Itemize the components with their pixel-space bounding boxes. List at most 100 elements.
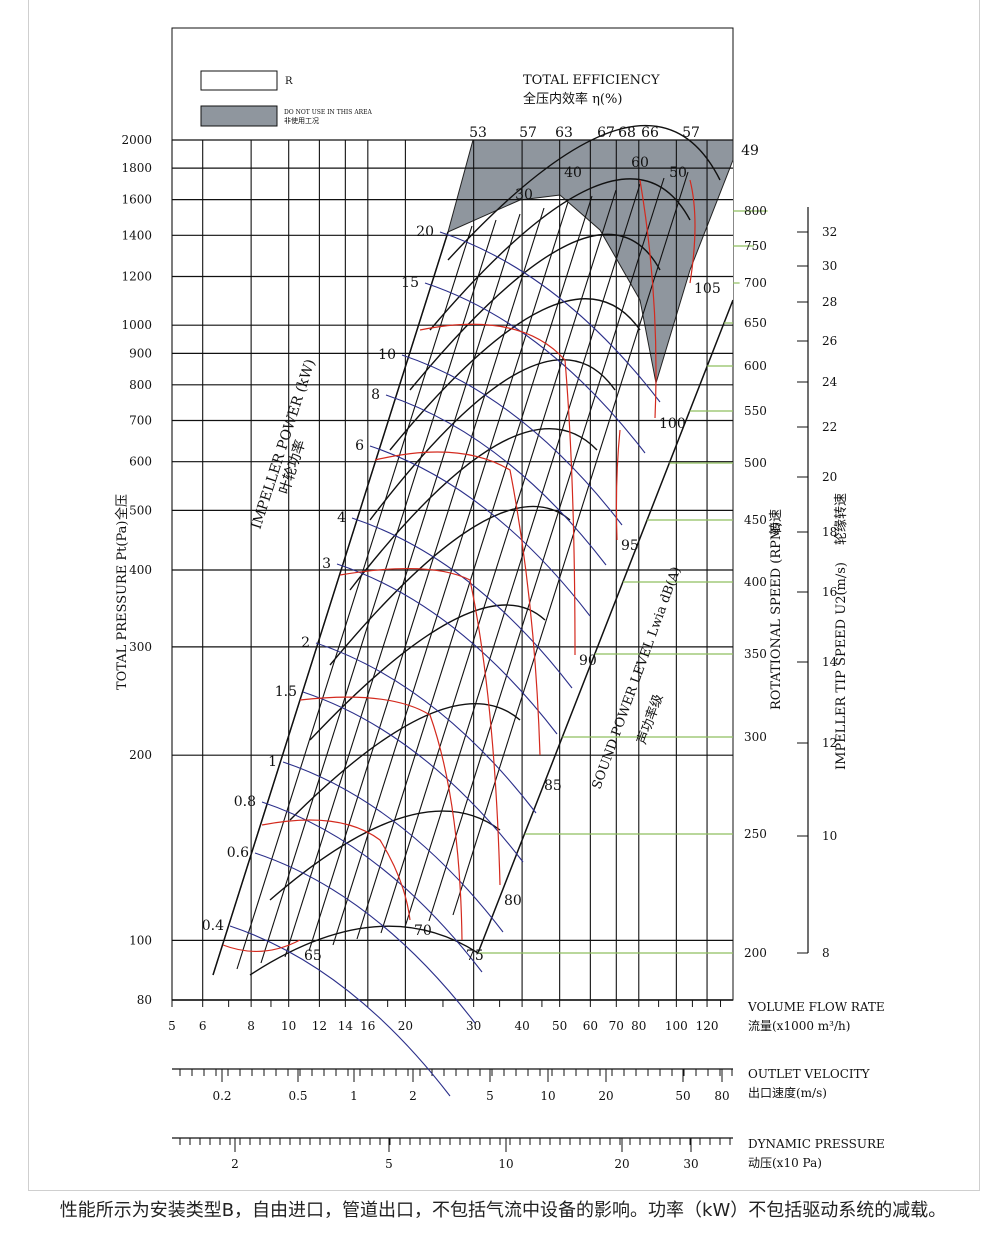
sound-label: 100 [659, 416, 686, 432]
rpm-tick-label: 650 [744, 316, 767, 330]
power-curve [254, 852, 476, 1024]
outlet-velocity-tick-label: 2 [409, 1089, 417, 1103]
speed-curve [447, 124, 721, 261]
power-label: 6 [355, 438, 364, 454]
x-tick-label: 12 [312, 1019, 327, 1033]
power-label: 1.5 [275, 684, 297, 700]
system-line [380, 189, 617, 934]
dynamic-pressure-title-cn: 动压(x10 Pa) [748, 1156, 822, 1170]
power-label: 15 [401, 275, 419, 291]
efficiency-label: 50 [669, 165, 687, 181]
x-tick-label: 40 [514, 1019, 529, 1033]
x-tick-label: 60 [583, 1019, 598, 1033]
tip-speed-tick-label: 14 [822, 655, 838, 669]
power-label: 0.6 [227, 845, 249, 861]
efficiency-label: 49 [741, 143, 759, 159]
power-curve [282, 761, 504, 933]
sound-curve [339, 567, 501, 886]
x-tick-label: 20 [398, 1019, 413, 1033]
legend-r-label: R [285, 76, 293, 87]
tip-speed-tick-label: 24 [822, 375, 838, 389]
y-axis-title: TOTAL PRESSURE Pt(Pa) [115, 521, 130, 690]
dynamic-pressure-tick-label: 20 [614, 1157, 629, 1171]
sound-curve [419, 323, 576, 656]
rpm-tick-label: 400 [744, 575, 767, 589]
outlet-velocity-tick-label: 0.5 [288, 1089, 307, 1103]
speed-curve [429, 178, 691, 331]
y-tick-label: 800 [129, 378, 152, 392]
dynamic-pressure-tick-label: 5 [385, 1157, 393, 1171]
tip-speed-tick-label: 30 [822, 259, 837, 273]
power-label: 1 [268, 754, 277, 770]
tip-speed-tick-label: 28 [822, 295, 837, 309]
speed-curve [289, 702, 521, 821]
sound-label: 95 [621, 538, 639, 554]
power-curve [261, 801, 483, 973]
power-curve [315, 642, 537, 814]
efficiency-label: 57 [519, 125, 537, 141]
y-tick-label: 100 [129, 933, 152, 947]
rpm-tick-label: 600 [744, 359, 767, 373]
dynamic-pressure-tick-label: 2 [231, 1157, 239, 1171]
tip-speed-axis-title-cn: 轮缘转速 [834, 493, 849, 545]
x-tick-label: 30 [466, 1019, 481, 1033]
outlet-velocity-tick-label: 1 [350, 1089, 358, 1103]
sound-label: 85 [544, 778, 562, 794]
sound-curve [374, 451, 541, 756]
y-tick-label: 1400 [121, 228, 152, 242]
system-line [404, 183, 641, 928]
tip-speed-tick-label: 16 [822, 585, 837, 599]
rpm-tick-label: 450 [744, 513, 767, 527]
outlet-velocity-tick-label: 50 [675, 1089, 690, 1103]
speed-curve [409, 233, 661, 391]
power-curve [439, 231, 661, 403]
outlet-velocity-tick-label: 10 [540, 1089, 555, 1103]
sound-label: 65 [304, 948, 322, 964]
rpm-tick-label: 250 [744, 827, 767, 841]
power-label: 8 [371, 387, 380, 403]
power-curve [351, 517, 573, 689]
chart-title: TOTAL EFFICIENCY [523, 73, 660, 88]
tip-speed-tick-label: 22 [822, 420, 837, 434]
x-tick-label: 14 [338, 1019, 354, 1033]
legend-danger-label-cn: 非使用工况 [284, 116, 319, 125]
power-curve [229, 925, 451, 1097]
legend-danger-label: DO NOT USE IN THIS AREA [284, 109, 373, 116]
rpm-tick-label: 550 [744, 404, 767, 418]
efficiency-label: 53 [469, 125, 487, 141]
rpm-tick-label: 350 [744, 647, 767, 661]
power-label: 20 [416, 224, 434, 240]
system-line [452, 171, 689, 916]
x-axis-title: VOLUME FLOW RATE [747, 1000, 885, 1014]
system-line [428, 177, 665, 922]
efficiency-label: 63 [555, 125, 573, 141]
sound-curve [689, 179, 696, 284]
y-tick-label: 1800 [121, 161, 152, 175]
rpm-tick-label: 300 [744, 730, 767, 744]
rpm-tick-label: 800 [744, 204, 767, 218]
x-tick-label: 50 [552, 1019, 567, 1033]
sound-label: 70 [414, 923, 432, 939]
efficiency-label: 40 [564, 165, 582, 181]
rpm-tick-label: 700 [744, 276, 767, 290]
y-tick-label: 600 [129, 455, 152, 469]
power-curve [336, 563, 558, 735]
system-line [236, 225, 473, 970]
power-curve [424, 282, 646, 454]
y-tick-label: 500 [129, 503, 152, 517]
sound-label: 75 [466, 948, 484, 964]
speed-curve [349, 427, 598, 591]
efficiency-label: 68 [618, 125, 636, 141]
y-tick-label: 1200 [121, 269, 152, 283]
speed-curve [389, 298, 641, 451]
sound-curve [615, 429, 621, 541]
footer-note: 性能所示为安装类型B，自由进口，管道出口，不包括气流中设备的影响。功率（kW）不… [59, 1200, 947, 1221]
tip-speed-tick-label: 26 [822, 334, 837, 348]
y-axis-title-cn: 全压 [114, 494, 130, 520]
system-line [260, 219, 497, 964]
x-tick-label: 80 [631, 1019, 646, 1033]
x-tick-label: 8 [247, 1019, 255, 1033]
y-tick-label: 700 [129, 413, 152, 427]
rpm-axis-title: ROTATIONAL SPEED (RPM) [769, 522, 784, 710]
